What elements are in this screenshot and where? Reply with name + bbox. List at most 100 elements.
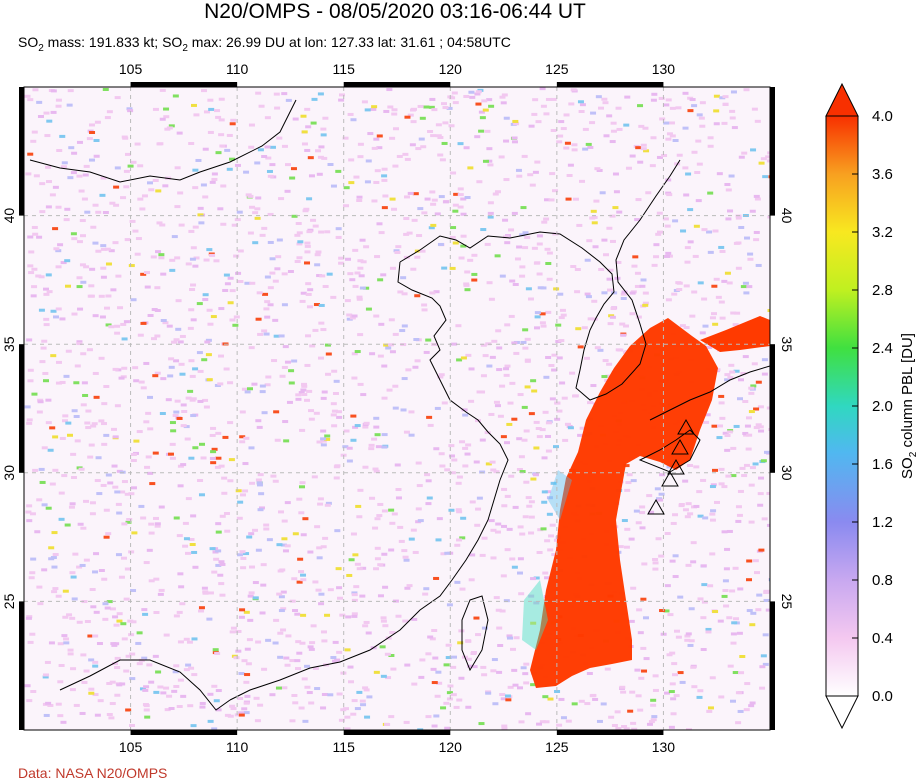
noise-pixel: [722, 589, 729, 593]
noise-pixel: [114, 656, 121, 660]
noise-pixel: [241, 387, 248, 391]
noise-pixel: [668, 725, 675, 729]
noise-pixel: [368, 447, 375, 451]
noise-pixel: [324, 613, 331, 617]
noise-pixel: [571, 702, 578, 706]
noise-pixel: [348, 158, 355, 162]
noise-pixel: [167, 374, 174, 378]
noise-pixel: [248, 123, 255, 127]
noise-pixel: [306, 389, 313, 393]
noise-pixel: [721, 530, 728, 534]
noise-pixel: [169, 268, 176, 272]
noise-pixel: [650, 698, 657, 702]
noise-pixel: [352, 248, 359, 252]
noise-pixel: [264, 383, 271, 387]
noise-pixel: [554, 401, 561, 405]
noise-pixel: [740, 372, 747, 376]
noise-pixel: [746, 559, 753, 563]
noise-pixel: [317, 356, 324, 360]
noise-pixel: [767, 309, 770, 313]
noise-pixel: [42, 371, 49, 375]
noise-pixel: [201, 358, 208, 362]
noise-pixel: [599, 191, 606, 195]
noise-pixel: [569, 371, 576, 375]
noise-pixel: [198, 493, 205, 497]
noise-pixel: [235, 649, 242, 653]
noise-pixel: [377, 354, 384, 358]
noise-pixel: [404, 586, 411, 590]
noise-pixel: [450, 665, 457, 669]
noise-pixel: [128, 723, 135, 727]
noise-pixel: [408, 537, 415, 541]
noise-pixel: [527, 297, 534, 301]
noise-pixel: [203, 110, 210, 114]
noise-pixel: [76, 620, 83, 624]
noise-pixel: [322, 284, 329, 288]
noise-pixel: [373, 670, 380, 674]
noise-pixel: [758, 476, 765, 480]
noise-pixel: [455, 481, 462, 485]
noise-pixel: [196, 302, 203, 306]
noise-pixel: [123, 320, 130, 324]
noise-pixel: [233, 254, 240, 258]
noise-pixel: [168, 707, 175, 711]
noise-pixel: [300, 573, 307, 577]
noise-pixel: [666, 653, 673, 657]
noise-pixel: [210, 426, 217, 430]
noise-pixel: [63, 641, 70, 645]
data-credit: Data: NASA N20/OMPS: [18, 765, 168, 781]
noise-pixel: [209, 433, 216, 437]
noise-pixel: [362, 686, 369, 690]
noise-pixel: [128, 264, 135, 268]
noise-pixel: [261, 329, 268, 333]
noise-pixel: [664, 224, 671, 228]
noise-pixel: [685, 563, 692, 567]
noise-pixel: [509, 557, 516, 561]
noise-pixel: [381, 178, 388, 182]
noise-pixel: [636, 608, 643, 612]
noise-pixel: [302, 719, 309, 723]
noise-pixel: [43, 111, 50, 115]
noise-pixel: [676, 153, 683, 157]
noise-pixel: [78, 467, 85, 471]
noise-pixel: [749, 701, 756, 705]
noise-pixel: [622, 324, 629, 328]
noise-pixel: [111, 662, 118, 666]
noise-pixel: [292, 532, 299, 536]
noise-pixel: [154, 286, 161, 290]
noise-pixel: [640, 646, 647, 650]
noise-pixel: [118, 376, 125, 380]
noise-pixel: [327, 163, 334, 167]
noise-pixel: [530, 683, 537, 687]
noise-pixel: [148, 680, 155, 684]
noise-pixel: [159, 223, 166, 227]
noise-pixel: [148, 522, 155, 526]
noise-pixel: [256, 481, 263, 485]
noise-pixel: [768, 428, 770, 432]
noise-pixel: [735, 216, 742, 220]
noise-pixel: [142, 688, 149, 692]
noise-pixel: [515, 168, 522, 172]
noise-pixel: [730, 446, 737, 450]
noise-pixel: [766, 523, 770, 527]
noise-pixel: [738, 225, 745, 229]
noise-pixel: [624, 527, 631, 531]
noise-pixel: [536, 234, 543, 238]
noise-pixel: [643, 657, 650, 661]
noise-pixel: [291, 214, 298, 218]
noise-pixel: [305, 334, 312, 338]
noise-pixel: [400, 408, 407, 412]
noise-pixel: [491, 658, 498, 662]
noise-pixel: [244, 673, 251, 677]
noise-pixel: [180, 403, 187, 407]
noise-pixel: [238, 713, 245, 717]
noise-pixel: [496, 346, 503, 350]
noise-pixel: [490, 556, 497, 560]
noise-pixel: [748, 483, 755, 487]
noise-pixel: [509, 647, 516, 651]
noise-pixel: [304, 664, 311, 668]
noise-pixel: [114, 166, 121, 170]
noise-pixel: [153, 577, 160, 581]
noise-pixel: [355, 504, 362, 508]
noise-pixel: [487, 201, 494, 205]
